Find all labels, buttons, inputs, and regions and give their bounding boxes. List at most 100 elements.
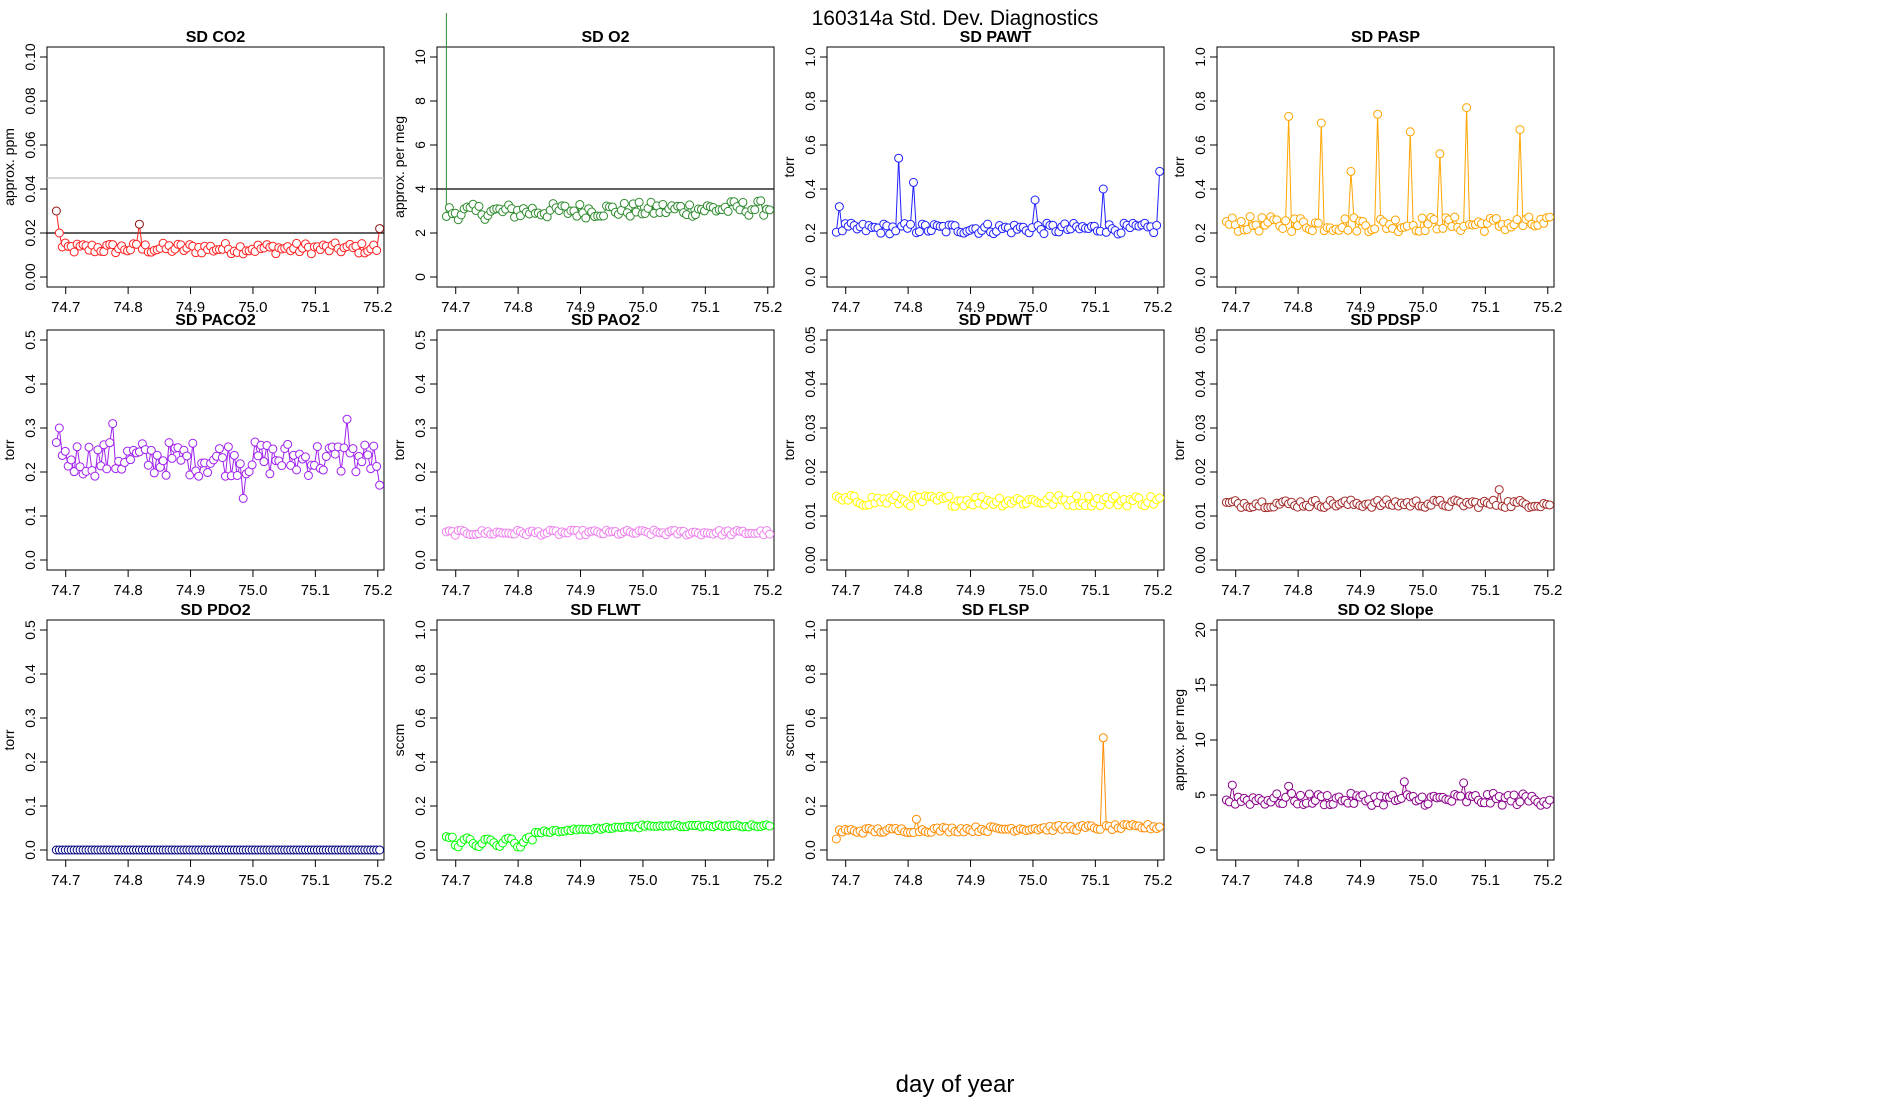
y-tick-label: 5 xyxy=(1192,791,1208,799)
series-line xyxy=(1321,123,1324,231)
data-point xyxy=(912,815,920,823)
panel-title: SD PACO2 xyxy=(175,312,256,329)
y-tick-label: 0.0 xyxy=(412,840,428,860)
data-point xyxy=(370,442,378,450)
y-tick-label: 0.05 xyxy=(1192,326,1208,353)
series-line xyxy=(1157,171,1160,225)
y-axis-label: torr xyxy=(1171,439,1187,460)
x-tick-label: 75.2 xyxy=(363,299,392,316)
y-tick-label: 10 xyxy=(1192,732,1208,748)
x-tick-label: 74.9 xyxy=(956,582,985,599)
data-point xyxy=(1297,791,1305,799)
plot-frame xyxy=(1217,620,1554,860)
x-tick-label: 74.7 xyxy=(831,299,860,316)
data-point xyxy=(55,229,63,237)
y-tick-label: 0.03 xyxy=(802,414,818,441)
y-tick-label: 0 xyxy=(1192,846,1208,854)
data-point xyxy=(1463,104,1471,112)
x-tick-label: 75.0 xyxy=(1018,872,1047,889)
x-tick-label: 74.9 xyxy=(566,582,595,599)
y-tick-label: 0.00 xyxy=(1192,546,1208,573)
data-point xyxy=(739,198,747,206)
data-point xyxy=(1353,227,1361,235)
x-tick-label: 75.0 xyxy=(238,582,267,599)
series-line xyxy=(1467,108,1470,225)
x-tick-label: 74.8 xyxy=(1284,299,1313,316)
y-tick-label: 0.6 xyxy=(802,708,818,728)
y-axis-label: torr xyxy=(1,729,17,750)
series-line xyxy=(1464,108,1467,227)
y-tick-label: 0.04 xyxy=(1192,370,1208,397)
x-tick-label: 75.1 xyxy=(1081,872,1110,889)
panel-title: SD PAO2 xyxy=(571,312,640,329)
data-point xyxy=(343,415,351,423)
data-point xyxy=(337,467,345,475)
data-point xyxy=(724,207,732,215)
plot-frame xyxy=(827,47,1164,287)
y-axis-label: torr xyxy=(391,439,407,460)
data-point xyxy=(835,203,843,211)
data-point xyxy=(1156,823,1164,831)
data-point xyxy=(686,201,694,209)
x-tick-label: 75.1 xyxy=(691,299,720,316)
data-point xyxy=(358,458,366,466)
y-tick-label: 0.04 xyxy=(22,175,38,202)
y-tick-label: 0.0 xyxy=(802,840,818,860)
y-tick-label: 0.1 xyxy=(22,506,38,526)
data-point xyxy=(1273,790,1281,798)
y-tick-label: 0.01 xyxy=(1192,502,1208,529)
data-point xyxy=(278,462,286,470)
x-tick-label: 74.8 xyxy=(1284,872,1313,889)
x-tick-label: 75.1 xyxy=(1471,582,1500,599)
y-tick-label: 1.0 xyxy=(412,620,428,640)
x-tick-label: 74.8 xyxy=(894,582,923,599)
data-point xyxy=(352,468,360,476)
data-point xyxy=(218,454,226,462)
x-tick-label: 75.2 xyxy=(753,582,782,599)
y-tick-label: 4 xyxy=(412,185,428,193)
data-point xyxy=(1460,779,1468,787)
data-point xyxy=(135,220,143,228)
data-point xyxy=(301,453,309,461)
x-tick-label: 75.2 xyxy=(753,872,782,889)
y-tick-label: 2 xyxy=(412,229,428,237)
panel-title: SD FLWT xyxy=(570,602,640,619)
series-line xyxy=(1100,189,1103,231)
data-point xyxy=(907,502,915,510)
data-point xyxy=(475,202,483,210)
data-point xyxy=(1406,128,1414,136)
data-point xyxy=(52,207,60,215)
data-point xyxy=(127,456,135,464)
y-tick-label: 0.2 xyxy=(22,752,38,772)
x-tick-label: 74.7 xyxy=(831,582,860,599)
data-point xyxy=(448,833,456,841)
y-axis-label: approx. per meg xyxy=(391,116,407,218)
data-point xyxy=(183,452,191,460)
y-tick-label: 0.01 xyxy=(802,502,818,529)
x-tick-label: 75.0 xyxy=(628,872,657,889)
y-tick-label: 0.1 xyxy=(412,506,428,526)
y-tick-label: 15 xyxy=(1192,677,1208,693)
y-tick-label: 0.5 xyxy=(22,330,38,350)
data-point xyxy=(61,447,69,455)
data-point xyxy=(248,461,256,469)
data-point xyxy=(349,445,357,453)
panel-title: SD O2 Slope xyxy=(1337,602,1433,619)
data-point xyxy=(358,240,366,248)
data-point xyxy=(1156,494,1164,502)
y-tick-label: 0.6 xyxy=(412,708,428,728)
y-tick-label: 0.0 xyxy=(412,550,428,570)
data-point xyxy=(109,420,117,428)
data-point xyxy=(168,454,176,462)
panel-title: SD O2 xyxy=(581,29,629,46)
y-tick-label: 0.2 xyxy=(412,796,428,816)
y-tick-label: 0.0 xyxy=(22,550,38,570)
y-tick-label: 0.3 xyxy=(22,418,38,438)
x-tick-label: 74.9 xyxy=(956,872,985,889)
y-tick-label: 0.02 xyxy=(802,458,818,485)
series-line xyxy=(1100,738,1103,830)
data-point xyxy=(1305,790,1313,798)
